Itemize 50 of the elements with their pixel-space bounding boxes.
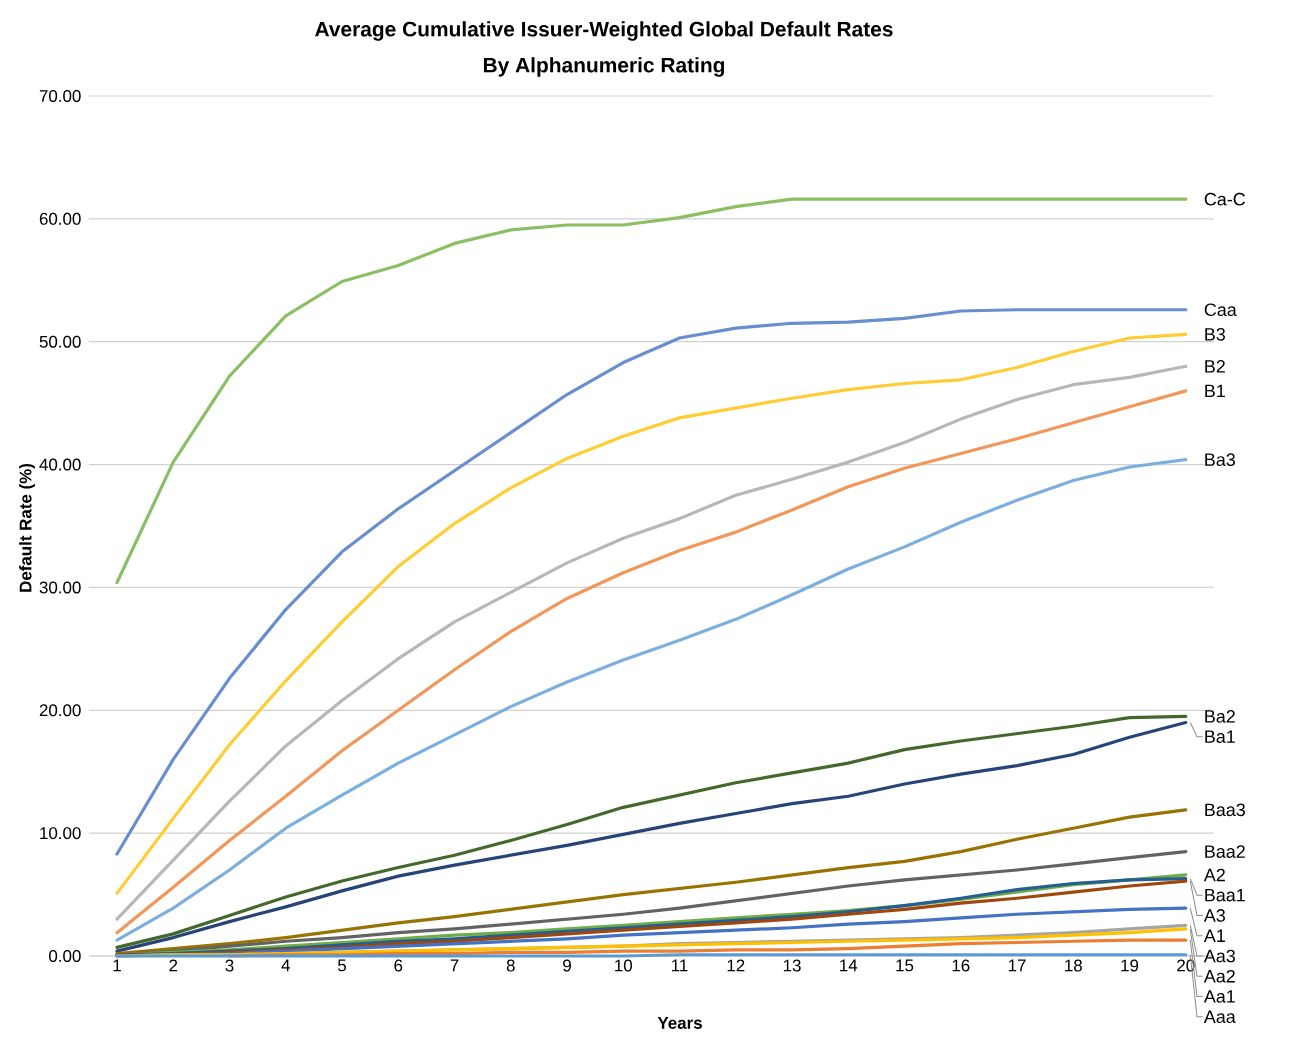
text: Aa2 <box>1203 969 1235 983</box>
x-tick-label: 7 <box>450 959 459 972</box>
y-tick-label: 20.00 <box>39 704 81 717</box>
series-label: B2 <box>1205 360 1225 373</box>
series-label: A2 <box>1203 868 1225 882</box>
x-tick-label: 20 <box>1177 959 1195 972</box>
x-tick-label: 5 <box>337 959 346 972</box>
series-label: A1 <box>1203 929 1225 942</box>
x-tick-label: 17 <box>1008 959 1026 972</box>
y-tick-label: 10.00 <box>40 827 81 840</box>
x-tick-label: 6 <box>394 959 403 972</box>
series-label: Ba2 <box>1205 710 1235 723</box>
x-tick-label: 3 <box>225 959 234 972</box>
series-label: Ba1 <box>1205 730 1235 743</box>
x-tick-label: 14 <box>840 959 858 972</box>
x-tick-label: 2 <box>169 959 178 972</box>
x-tick-label: 12 <box>727 959 745 972</box>
series-label: Baa2 <box>1205 845 1245 858</box>
x-tick-label: 19 <box>1121 959 1139 972</box>
text: Aaa <box>1203 1010 1236 1024</box>
x-tick-label: 4 <box>281 959 290 972</box>
y-tick-label: 0.00 <box>49 950 81 962</box>
x-tick-label: 8 <box>506 959 515 972</box>
series-label: Ba3 <box>1205 453 1235 466</box>
chart-subtitle: By Alphanumeric Rating <box>483 57 725 77</box>
series-label: Aa3 <box>1203 949 1235 963</box>
series-label: Caa <box>1204 303 1237 317</box>
x-tick-label: 13 <box>783 959 801 972</box>
text: Aa1 <box>1203 990 1235 1003</box>
x-tick-label: 1 <box>113 959 121 972</box>
y-tick-label: 50.00 <box>39 335 81 348</box>
x-tick-label: 16 <box>952 959 970 972</box>
y-axis-title: Default Rate (%) <box>19 463 35 592</box>
x-tick-label: 18 <box>1065 959 1082 972</box>
series-label: Baa1 <box>1205 888 1245 902</box>
series-label: B1 <box>1205 384 1225 398</box>
x-tick-label: 10 <box>615 959 633 972</box>
y-tick-label: 40.00 <box>39 458 81 471</box>
series-label: Baa3 <box>1205 803 1245 817</box>
y-tick-label: 60.00 <box>39 212 81 225</box>
series-label: A3 <box>1203 909 1225 922</box>
series-label: B3 <box>1205 327 1225 341</box>
x-tick-label: 11 <box>672 959 688 972</box>
x-axis-title: Years <box>657 1017 702 1029</box>
y-tick-label: 30.00 <box>39 581 81 594</box>
y-tick-label: 70.00 <box>39 89 81 102</box>
series-label: Ca-C <box>1204 192 1245 206</box>
chart-title: Average Cumulative Issuer-Weighted Global Default Rates <box>315 21 893 41</box>
x-tick-label: 9 <box>563 959 571 972</box>
x-tick-label: 15 <box>896 959 914 972</box>
